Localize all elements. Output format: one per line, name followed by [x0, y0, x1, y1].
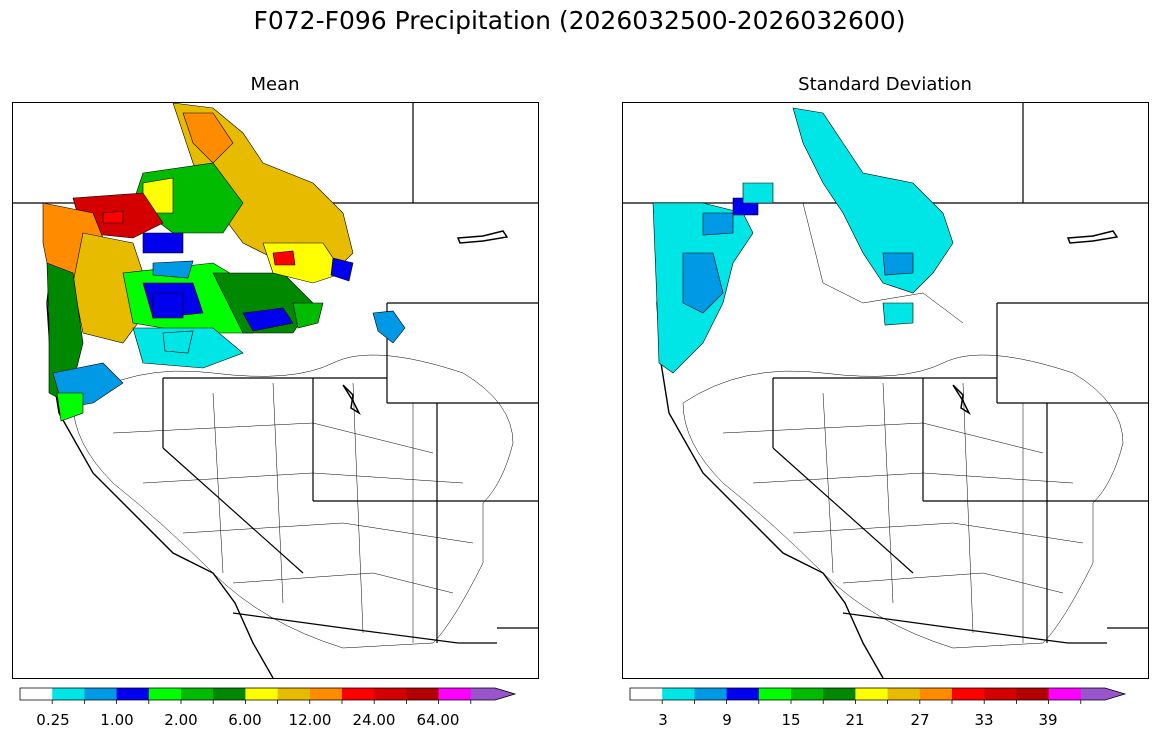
- mean-colorbar: [19, 687, 532, 704]
- stdev-tick-6: 39: [1038, 711, 1058, 729]
- colorbar-segment: [630, 688, 663, 700]
- figure-title: F072-F096 Precipitation (2026032500-2026…: [253, 6, 906, 35]
- colorbar-segment: [823, 688, 856, 700]
- colorbar-segment: [309, 688, 343, 700]
- stdev-tick-0: 3: [658, 711, 668, 729]
- mean-panel-title: Mean: [250, 74, 300, 95]
- stdev-fill: [652, 107, 954, 374]
- mean-tick-1: 1.00: [100, 711, 134, 729]
- colorbar-segment: [1016, 688, 1050, 700]
- colorbar-segment: [470, 688, 515, 700]
- stdev-tick-3: 21: [845, 711, 865, 729]
- colorbar-segment: [694, 688, 728, 700]
- stdev-tick-5: 33: [974, 711, 994, 729]
- mean-tick-4: 12.00: [288, 711, 332, 729]
- stdev-tick-1: 9: [722, 711, 732, 729]
- stdev-tick-4: 27: [910, 711, 930, 729]
- colorbar-segment: [277, 688, 311, 700]
- colorbar-segment: [855, 688, 889, 700]
- colorbar-segment: [919, 688, 953, 700]
- stdev-tick-2: 15: [781, 711, 801, 729]
- stdev-map-panel: [622, 102, 1149, 679]
- colorbar-segment: [758, 688, 792, 700]
- lake-shape: [1066, 230, 1119, 244]
- colorbar-segment: [148, 688, 182, 700]
- colorbar-segment: [374, 688, 407, 700]
- mean-tick-6: 64.00: [416, 711, 460, 729]
- mean-tick-2: 2.00: [164, 711, 198, 729]
- basin-outlines: [72, 354, 514, 649]
- stdev-panel-title: Standard Deviation: [798, 74, 972, 95]
- colorbar-segment: [52, 688, 85, 700]
- colorbar-segment: [984, 688, 1017, 700]
- colorbar-segment: [20, 688, 53, 700]
- mean-colorbar-svg: [19, 687, 517, 704]
- colorbar-segment: [116, 688, 150, 700]
- mean-tick-0: 0.25: [36, 711, 70, 729]
- mean-map: [13, 103, 538, 678]
- colorbar-segment: [342, 688, 375, 700]
- colorbar-segment: [726, 688, 760, 700]
- colorbar-segment: [438, 688, 472, 700]
- stdev-colorbar-svg: [629, 687, 1127, 704]
- colorbar-segment: [1080, 688, 1125, 700]
- great-salt-lake: [952, 384, 971, 416]
- colorbar-segment: [1048, 688, 1082, 700]
- colorbar-segment: [791, 688, 824, 700]
- colorbar-segment: [84, 688, 118, 700]
- mean-tick-3: 6.00: [228, 711, 262, 729]
- colorbar-outline: [19, 687, 517, 701]
- colorbar-segment: [662, 688, 695, 700]
- colorbar-segment: [213, 688, 246, 700]
- mean-map-panel: [12, 102, 539, 679]
- stdev-map: [623, 103, 1148, 678]
- colorbar-segment: [952, 688, 985, 700]
- precip-fill: [42, 103, 406, 422]
- colorbar-segment: [406, 688, 440, 700]
- great-salt-lake: [342, 384, 361, 416]
- basin-outlines: [682, 202, 1124, 649]
- colorbar-segment: [245, 688, 279, 700]
- lake-shape: [456, 230, 509, 244]
- colorbar-segment: [887, 688, 921, 700]
- stdev-colorbar: [629, 687, 1142, 704]
- colorbar-segment: [181, 688, 214, 700]
- colorbar-outline: [629, 687, 1127, 701]
- mean-tick-5: 24.00: [352, 711, 396, 729]
